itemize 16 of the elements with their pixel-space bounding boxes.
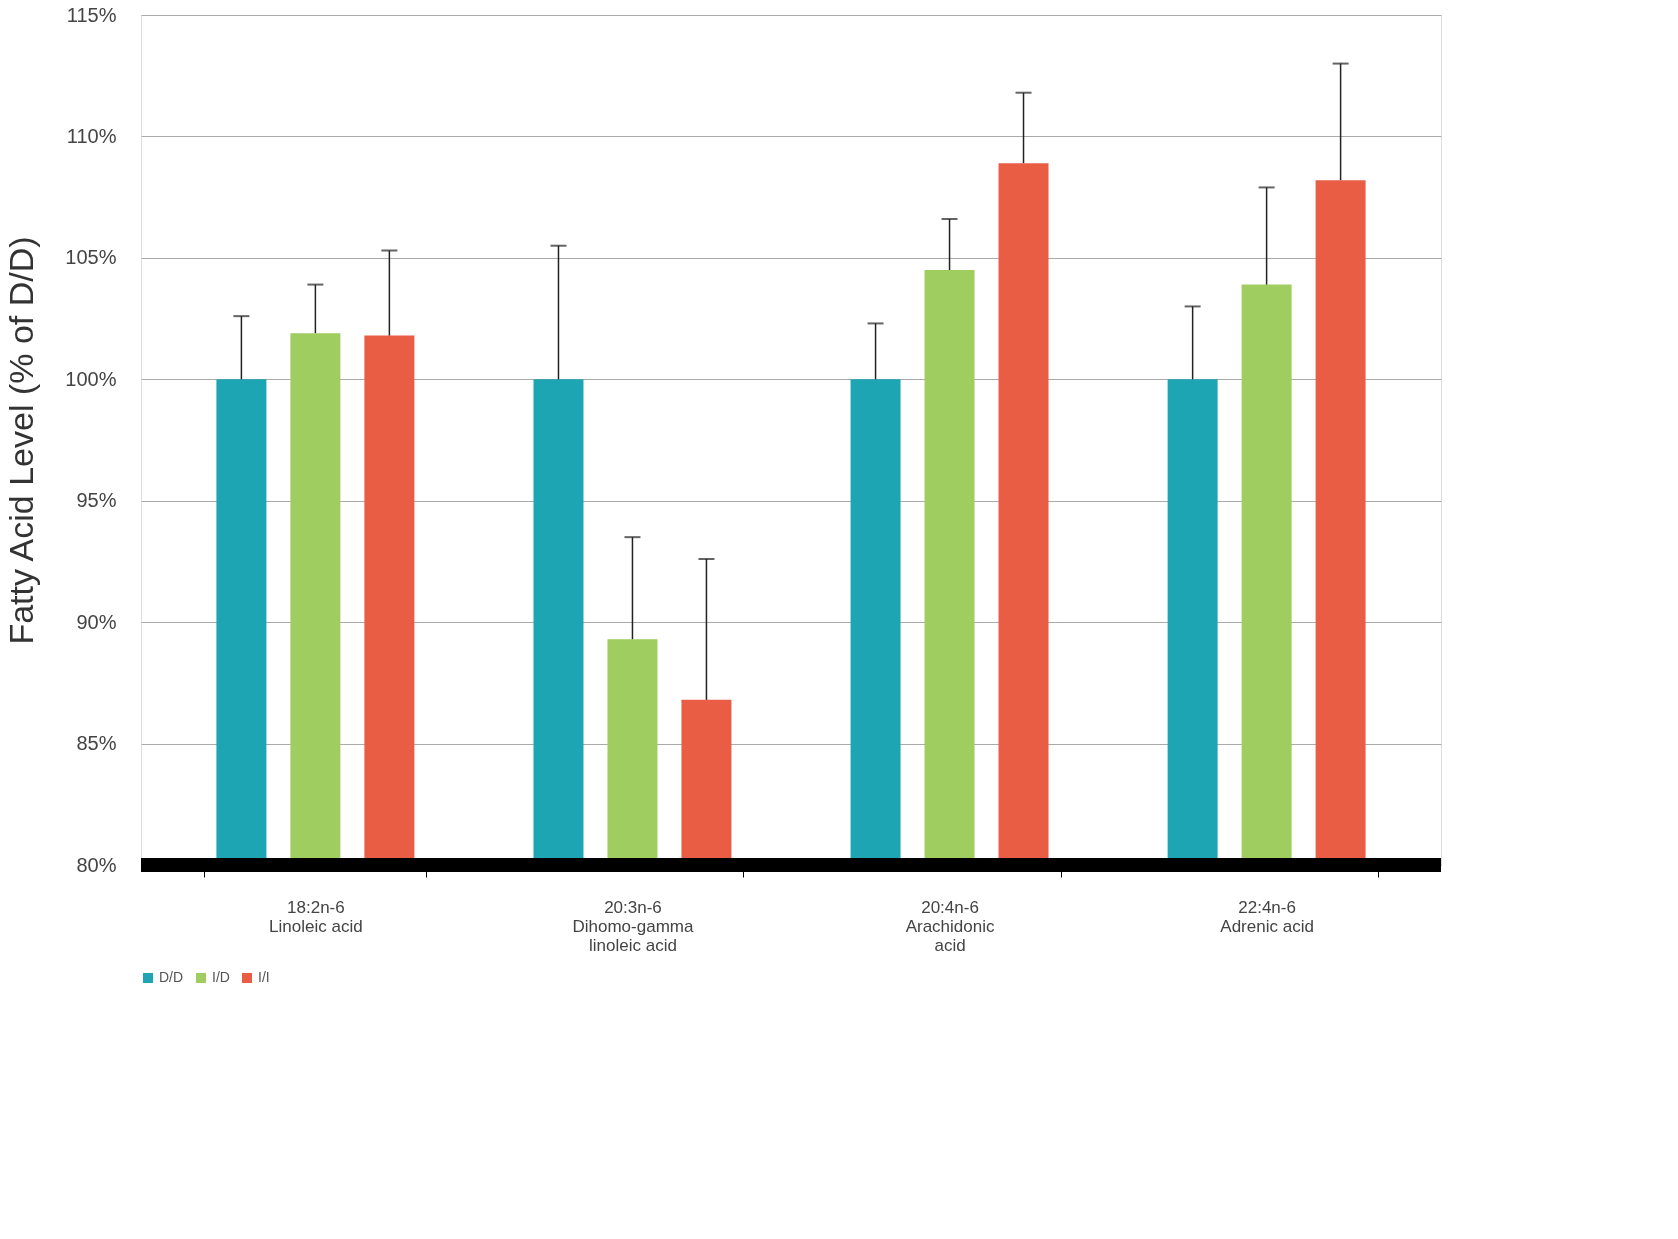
legend-label: I/D (212, 969, 230, 985)
y-tick-label: 85% (76, 732, 117, 755)
legend-label: I/I (258, 969, 270, 985)
y-tick-label: 105% (65, 246, 117, 269)
x-tick-label: 22:4n-6 Adrenic acid (1220, 897, 1314, 936)
legend-label: D/D (159, 969, 184, 985)
y-tick-label: 110% (66, 124, 117, 147)
x-tick-label: 18:2n-6 Linoleic acid (269, 897, 363, 936)
y-tick-label: 90% (76, 610, 117, 633)
y-tick-label: 80% (76, 853, 117, 876)
x-tick-label: 20:3n-6 Dihomo-gamma linoleic acid (572, 897, 694, 955)
y-tick-label: 95% (76, 489, 117, 512)
x-tick-label: 20:4n-6 Arachidonic acid (905, 897, 995, 955)
y-tick-label: 100% (65, 367, 117, 390)
y-axis-title: Fatty Acid Level (% of D/D) (2, 236, 41, 645)
y-tick-label: 115% (66, 3, 117, 26)
